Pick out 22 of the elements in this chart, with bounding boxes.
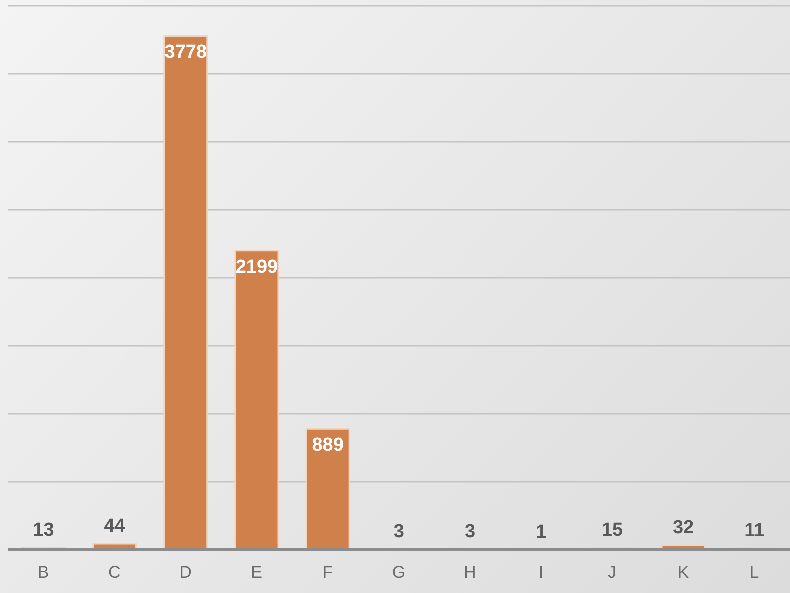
x-tick-label: G	[392, 563, 406, 582]
x-tick-label: F	[322, 563, 334, 582]
data-label: 32	[672, 518, 694, 539]
data-label: 3778	[164, 42, 208, 64]
x-tick-label: I	[538, 563, 544, 582]
x-tick-label: C	[108, 563, 121, 582]
data-label: 13	[33, 520, 54, 542]
x-tick-label: D	[180, 563, 192, 582]
data-label: 15	[602, 520, 624, 541]
data-label: 1	[536, 522, 548, 543]
x-tick-label: H	[464, 563, 476, 582]
data-label: 44	[104, 516, 126, 538]
x-tick-label: L	[750, 563, 760, 582]
data-label: 2199	[236, 256, 278, 278]
x-tick-label: K	[678, 563, 690, 582]
x-tick-label: B	[38, 563, 50, 582]
x-tick-label: J	[608, 563, 617, 582]
data-label: 3	[394, 522, 404, 543]
data-label: 889	[312, 435, 344, 456]
data-label: 3	[464, 522, 476, 543]
x-tick-label: E	[251, 563, 262, 582]
data-label: 11	[744, 520, 766, 542]
